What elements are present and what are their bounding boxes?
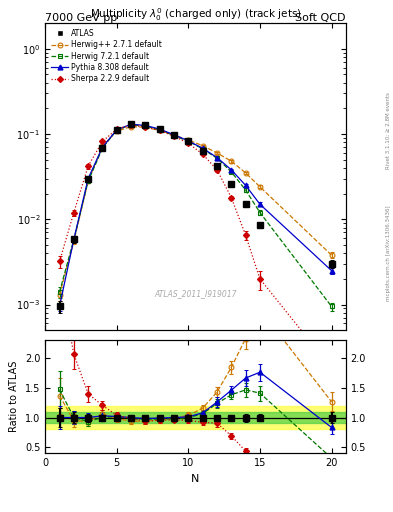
- Text: Rivet 3.1.10; ≥ 2.8M events: Rivet 3.1.10; ≥ 2.8M events: [386, 92, 391, 169]
- Text: ATLAS_2011_I919017: ATLAS_2011_I919017: [154, 289, 237, 298]
- Legend: ATLAS, Herwig++ 2.7.1 default, Herwig 7.2.1 default, Pythia 8.308 default, Sherp: ATLAS, Herwig++ 2.7.1 default, Herwig 7.…: [49, 27, 164, 86]
- X-axis label: N: N: [191, 474, 200, 483]
- Y-axis label: Ratio to ATLAS: Ratio to ATLAS: [9, 361, 19, 433]
- Text: mcplots.cern.ch [arXiv:1306.3436]: mcplots.cern.ch [arXiv:1306.3436]: [386, 206, 391, 301]
- Text: 7000 GeV pp: 7000 GeV pp: [45, 13, 118, 23]
- Title: Multiplicity $\lambda_0^0$ (charged only) (track jets): Multiplicity $\lambda_0^0$ (charged only…: [90, 6, 301, 23]
- Text: Soft QCD: Soft QCD: [296, 13, 346, 23]
